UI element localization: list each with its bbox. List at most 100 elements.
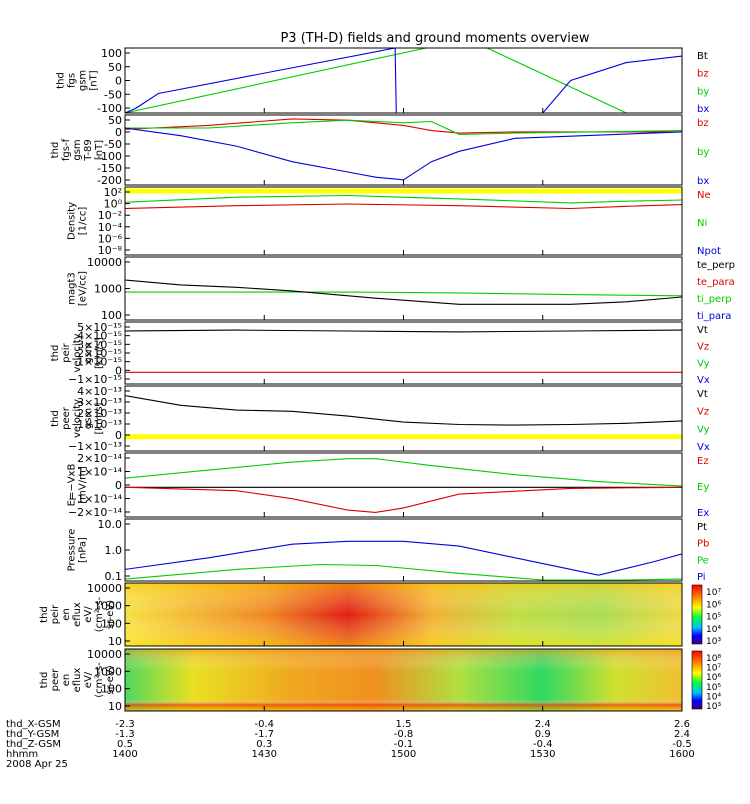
y-tick-label: −2×10⁻¹⁴ [68, 506, 123, 519]
ephemeris-value: 1500 [391, 749, 416, 760]
ephemeris-value: -0.1 [394, 739, 414, 750]
series-line-bx [125, 48, 682, 113]
y-axis-label: [nPa] [78, 537, 89, 563]
series-line-by [125, 119, 682, 135]
colorbar-tick-label: 10⁶ [706, 600, 721, 610]
spectrogram-shading [125, 583, 682, 646]
legend-entry-Ni: Ni [697, 218, 707, 229]
ephemeris-row-label: hhmm [6, 749, 38, 760]
colorbar-tick-label: 10³ [706, 637, 721, 647]
y-tick-label: 1000 [94, 665, 122, 678]
colorbar-tick-label: 10³ [706, 702, 721, 712]
y-tick-label: 1000 [94, 600, 122, 613]
y-axis-label: [km/s] [94, 402, 105, 434]
legend-entry-Vx: Vx [697, 442, 710, 453]
y-axis-label: (cm²-s- [94, 596, 105, 632]
y-tick-label: 1×10⁻¹⁴ [77, 466, 122, 479]
colorbar-tick-label: 10⁸ [706, 654, 721, 664]
series-line-te_perp [125, 279, 682, 305]
y-tick-label: 10² [104, 186, 122, 199]
y-axis-label: eV/ [83, 671, 94, 688]
legend-entry-Ez: Ez [697, 456, 709, 467]
ephemeris-value: 2.4 [674, 729, 690, 740]
panel-frame [124, 256, 683, 321]
legend-entry-Pi: Pi [697, 572, 706, 583]
ephemeris-value: 2.4 [535, 719, 551, 730]
y-axis-label: T-89 [83, 139, 94, 162]
y-axis-label: velocity [72, 333, 83, 372]
colorbar-tick-label: 10⁴ [706, 692, 721, 702]
legend-entry-Bt: Bt [697, 51, 708, 62]
panel-fgs-f: thd fgs-f gsm T-89 [nT] 500-50-100-150-200 bz b… [50, 114, 709, 187]
y-axis-label: gsm [83, 408, 94, 429]
ephemeris-value: -0.8 [394, 729, 414, 740]
legend-entry-bz: bz [697, 118, 709, 129]
colorbar-tick-label: 10⁶ [706, 673, 721, 683]
series-line-Ni [125, 194, 682, 204]
panel-pressure: Pressure [nPa] 10.0 1.0 0.1 Pt Pb Pe Pi [67, 518, 710, 583]
y-tick-label: 10⁰ [104, 198, 123, 211]
y-axis-label: magt3 [67, 272, 78, 305]
y-tick-label: 1.0 [105, 544, 123, 557]
y-tick-label: 10000 [87, 256, 122, 269]
y-axis-label: E=−VxB [67, 464, 78, 507]
legend-entry-Ne: Ne [697, 190, 711, 201]
legend-entry-te_para: te_para [697, 277, 735, 288]
ephemeris-value: 1600 [669, 749, 694, 760]
series-group [125, 188, 682, 210]
series-line-bz [125, 118, 682, 134]
ephemeris-row-label: thd_X-GSM [6, 719, 61, 730]
series-group [125, 458, 682, 513]
legend-entry-Ex: Ex [697, 508, 709, 519]
series-line-Ne [125, 203, 682, 210]
y-tick-label: 2×10⁻¹³ [77, 407, 122, 420]
y-axis-label: peir [61, 342, 72, 362]
ephemeris-value: -0.5 [672, 739, 692, 750]
y-axis-label: en [61, 674, 72, 687]
legend-entry-Vt: Vt [697, 389, 708, 400]
y-axis-label: thd [39, 606, 50, 623]
legend-entry-Vy: Vy [697, 358, 710, 369]
series-line-by [125, 48, 682, 113]
panel-frame [124, 385, 683, 452]
y-axis-label: thd [50, 142, 61, 159]
y-axis-label: thd [50, 410, 61, 427]
y-tick-label: 10⁻⁶ [98, 232, 123, 245]
ephemeris-value: -1.7 [254, 729, 274, 740]
y-axis-label: eV/ [83, 606, 94, 623]
y-tick-label: 1000 [94, 283, 122, 296]
ephemeris-row-label: thd_Z-GSM [6, 739, 61, 750]
y-tick-label: −1×10⁻¹⁴ [68, 493, 123, 506]
panel-efield: E=−VxB [mV/m]2×10⁻¹⁴1×10⁻¹⁴0−1×10⁻¹⁴−2×10… [67, 452, 710, 519]
y-tick-label: 0.1 [105, 570, 123, 583]
y-tick-label: 10 [108, 635, 122, 648]
series-line-Ez [125, 486, 682, 513]
y-axis-label: peer [61, 406, 72, 430]
y-axis-label: Density [67, 202, 78, 240]
y-tick-label: 50 [108, 114, 122, 127]
y-axis-label: [nT] [94, 140, 105, 160]
y-axis-label: [eV/cc] [78, 271, 89, 306]
series-group [125, 279, 682, 305]
y-axis-label: gsm [78, 70, 89, 91]
ephemeris-value: 0.9 [535, 729, 551, 740]
ephemeris-value: 2.6 [674, 719, 690, 730]
y-axis-label: fgs [67, 73, 78, 88]
series-line-Vt [125, 329, 682, 333]
y-tick-label: 1×10⁻¹³ [77, 418, 122, 431]
colorbar [691, 584, 703, 645]
y-axis-label: [mV/m] [78, 466, 89, 504]
series-group [125, 395, 682, 440]
y-tick-label: 3×10⁻¹⁵ [77, 338, 122, 351]
colorbar-tick-label: 10⁷ [706, 588, 721, 598]
legend-entry-Pt: Pt [697, 522, 707, 533]
y-tick-label: 100 [101, 47, 122, 60]
series-line-Vt [125, 395, 682, 426]
colorbar [691, 650, 703, 710]
y-tick-label: 10 [108, 700, 122, 713]
panel-frame [124, 47, 683, 114]
y-tick-label: 0 [115, 126, 122, 139]
